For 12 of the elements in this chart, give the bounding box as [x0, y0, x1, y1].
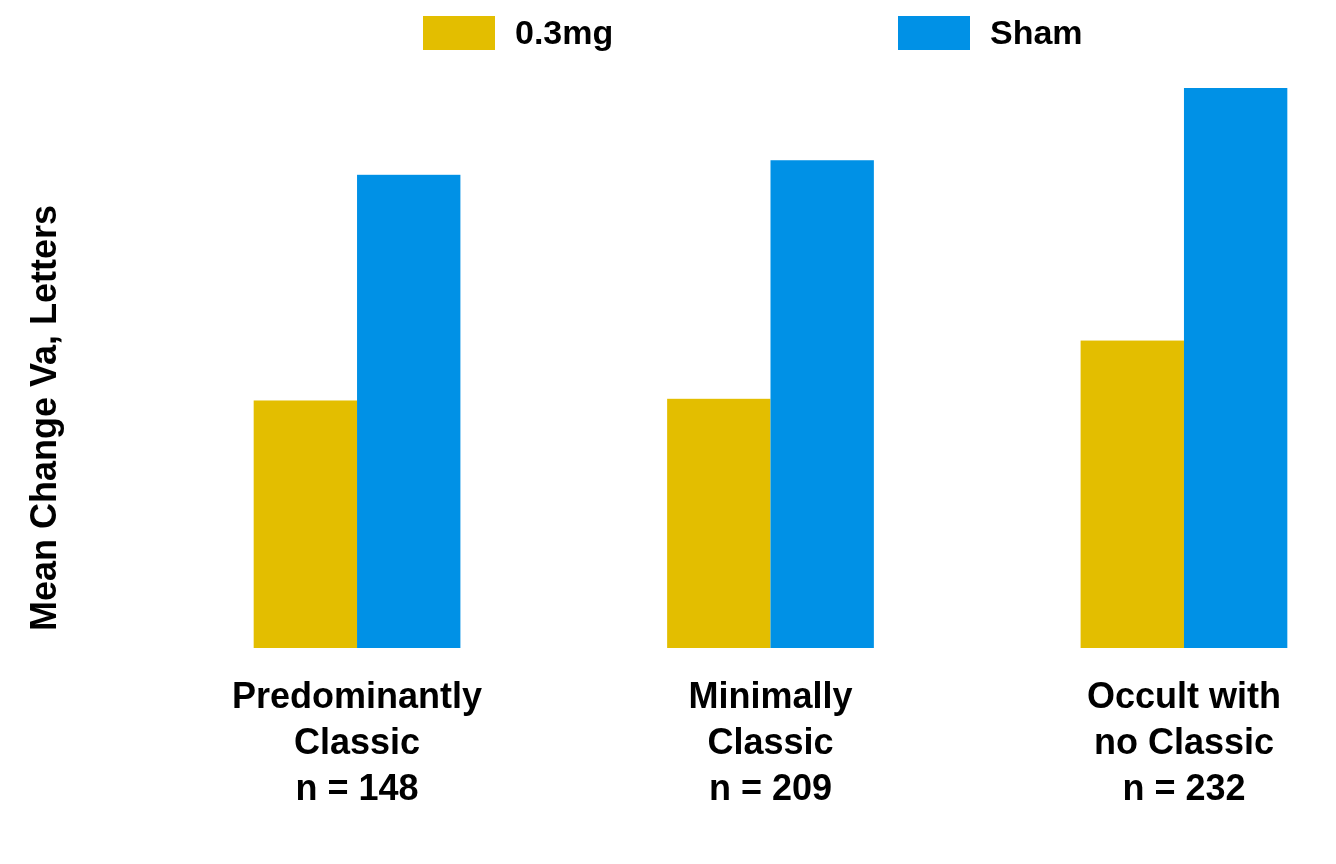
bar: [770, 160, 874, 648]
x-tick-label: Predominantly Classic n = 148: [232, 675, 483, 808]
bar: [1183, 88, 1288, 648]
x-tick-label: Occult with no Classic n = 232: [1086, 675, 1281, 808]
x-tick-label: Minimally Classic n = 209: [688, 675, 853, 808]
bar: [253, 400, 358, 648]
legend-label: Sham: [990, 13, 1083, 51]
legend-label: 0.3mg: [515, 13, 614, 51]
bar: [667, 398, 771, 648]
bar: [1080, 340, 1184, 648]
y-axis-title: Mean Change Va, Letters: [23, 204, 64, 632]
bar: [357, 174, 461, 648]
